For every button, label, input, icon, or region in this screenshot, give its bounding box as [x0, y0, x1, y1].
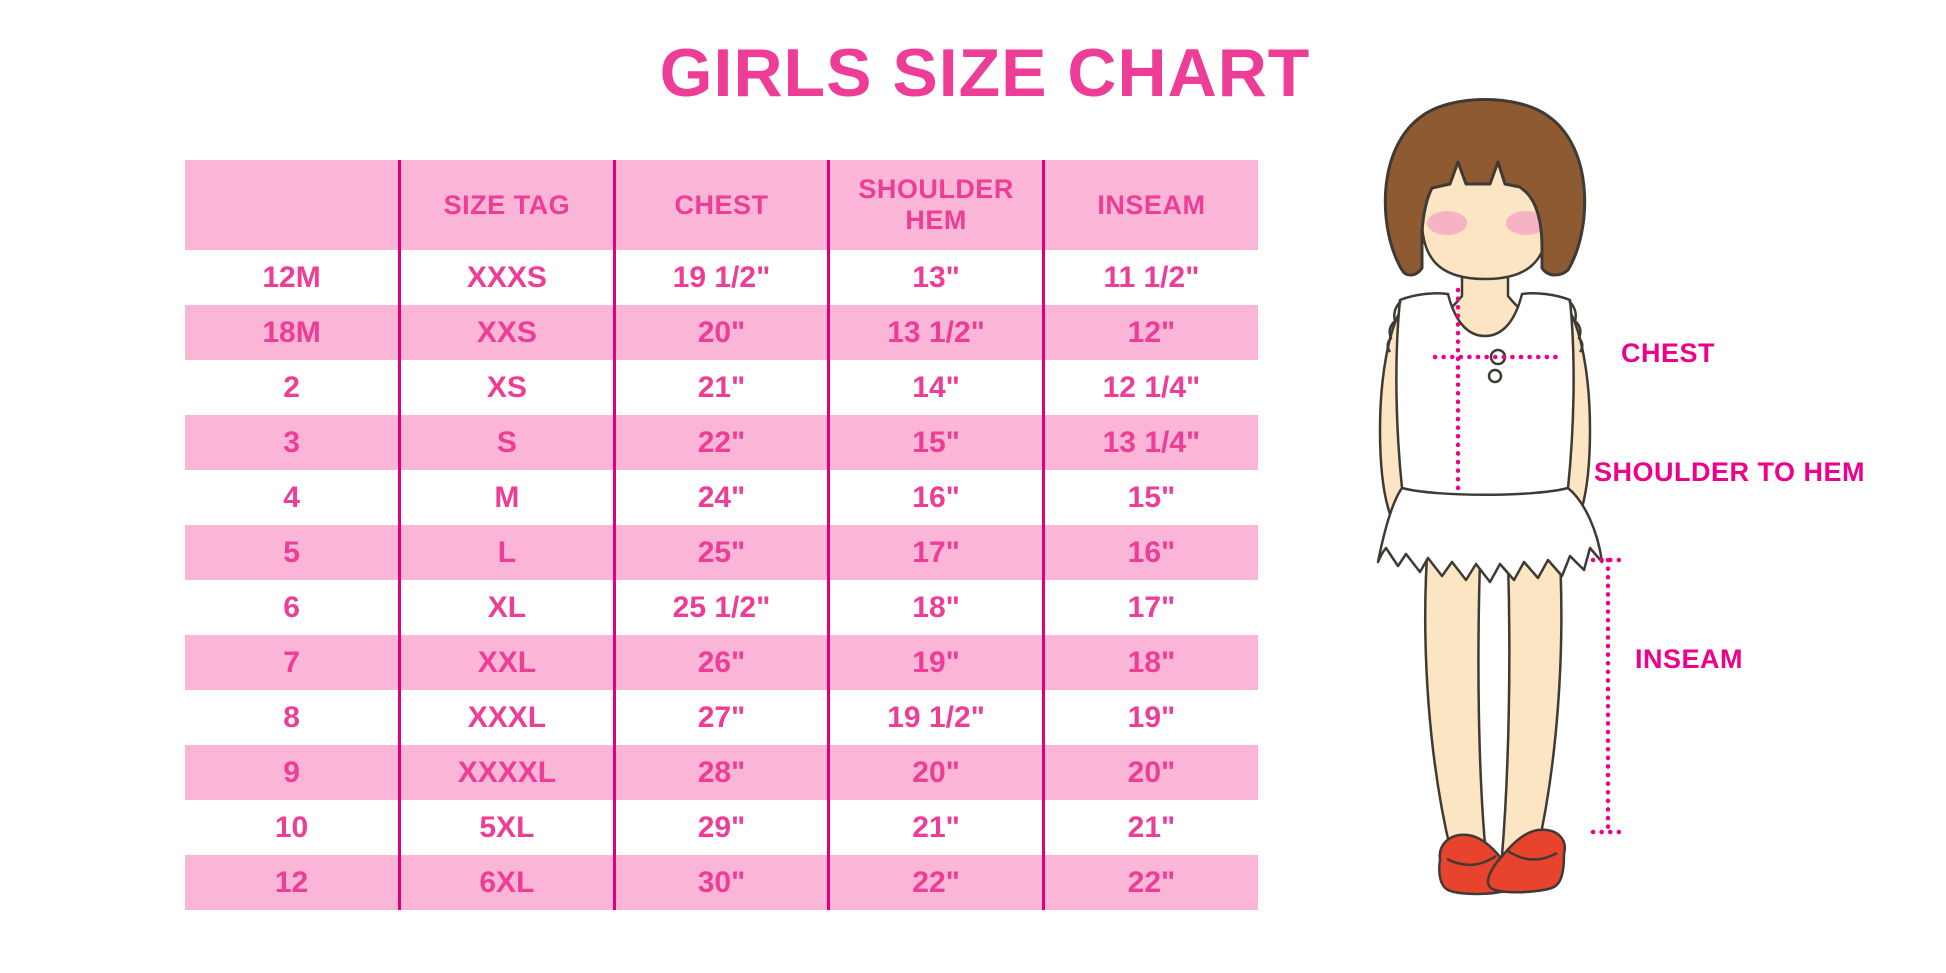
- table-cell: 27": [614, 690, 831, 745]
- table-cell: 11 1/2": [1043, 250, 1258, 305]
- table-cell: 25": [614, 525, 831, 580]
- table-cell: 12M: [185, 250, 402, 305]
- table-cell: XS: [399, 360, 616, 415]
- table-cell: XXXXL: [399, 745, 616, 800]
- table-cell: 29": [614, 800, 831, 855]
- waist-seam: [1401, 486, 1569, 496]
- table-cell: 5: [185, 525, 402, 580]
- girl-legs: [1424, 538, 1563, 858]
- table-cell: 22": [1043, 855, 1258, 910]
- table-cell: 7: [185, 635, 402, 690]
- chest-label: CHEST: [1621, 338, 1716, 368]
- table-row: 12M XXXS 19 1/2" 13" 11 1/2": [185, 250, 1258, 305]
- table-row: 10 5XL 29" 21" 21": [185, 800, 1258, 855]
- girl-shoes: [1438, 828, 1567, 896]
- blush-right: [1506, 211, 1546, 235]
- table-cell: 25 1/2": [614, 580, 831, 635]
- table-header-cell: INSEAM: [1043, 160, 1258, 250]
- table-row: 2 XS 21" 14" 12 1/4": [185, 360, 1258, 415]
- table-row: 18M XXS 20" 13 1/2" 12": [185, 305, 1258, 360]
- table-cell: 18M: [185, 305, 402, 360]
- table-cell: 22": [828, 855, 1045, 910]
- table-header-cell-empty: [185, 160, 402, 250]
- table-row: 7 XXL 26" 19" 18": [185, 635, 1258, 690]
- table-cell: 9: [185, 745, 402, 800]
- table-cell: 13": [828, 250, 1045, 305]
- table-row: 3 S 22" 15" 13 1/4": [185, 415, 1258, 470]
- table-row: 9 XXXXL 28" 20" 20": [185, 745, 1258, 800]
- table-cell: 26": [614, 635, 831, 690]
- table-cell: 21": [828, 800, 1045, 855]
- table-cell: 28": [614, 745, 831, 800]
- table-header-cell: CHEST: [614, 160, 831, 250]
- page-title: GIRLS SIZE CHART: [659, 35, 1311, 111]
- dress-button-bottom: [1487, 368, 1503, 384]
- inseam-label: INSEAM: [1635, 644, 1744, 674]
- table-cell: 12 1/4": [1043, 360, 1258, 415]
- table-cell: 13 1/4": [1043, 415, 1258, 470]
- table-cell: 13 1/2": [828, 305, 1045, 360]
- table-row: 5 L 25" 17" 16": [185, 525, 1258, 580]
- table-cell: 6XL: [399, 855, 616, 910]
- table-cell: 16": [1043, 525, 1258, 580]
- shoulder-to-hem-label: SHOULDER TO HEM: [1594, 457, 1866, 487]
- table-cell: XXXL: [399, 690, 616, 745]
- table-cell: 12: [185, 855, 402, 910]
- table-cell: 17": [1043, 580, 1258, 635]
- table-cell: 19": [828, 635, 1045, 690]
- table-cell: 8: [185, 690, 402, 745]
- shoe-strap-left: [1446, 854, 1497, 866]
- blush-left: [1427, 211, 1467, 235]
- table-cell: L: [399, 525, 616, 580]
- table-header-cell: SIZE TAG: [399, 160, 616, 250]
- table-cell: XXXS: [399, 250, 616, 305]
- measurement-dotted-lines: [1432, 287, 1626, 835]
- table-cell: M: [399, 470, 616, 525]
- table-cell: 4: [185, 470, 402, 525]
- size-chart-table: SIZE TAG CHEST SHOULDER HEM INSEAM 12M XXXS 1…: [185, 160, 1258, 910]
- table-cell: 19 1/2": [828, 690, 1045, 745]
- table-cell: 2: [185, 360, 402, 415]
- girl-dress: [1376, 292, 1604, 584]
- table-cell: XXL: [399, 635, 616, 690]
- table-cell: 22": [614, 415, 831, 470]
- table-cell: 3: [185, 415, 402, 470]
- table-row: 8 XXXL 27" 19 1/2" 19": [185, 690, 1258, 745]
- table-cell: 18": [828, 580, 1045, 635]
- table-cell: 20": [1043, 745, 1258, 800]
- girl-hair: [1383, 98, 1587, 277]
- table-cell: S: [399, 415, 616, 470]
- table-cell: 18": [1043, 635, 1258, 690]
- table-header-row: SIZE TAG CHEST SHOULDER HEM INSEAM: [185, 160, 1258, 250]
- table-cell: 24": [614, 470, 831, 525]
- table-cell: 19": [1043, 690, 1258, 745]
- table-cell: 20": [614, 305, 831, 360]
- shoulder-ruffle-left: [1386, 300, 1402, 353]
- shoe-strap-right: [1507, 849, 1558, 861]
- table-cell: 16": [828, 470, 1045, 525]
- table-cell: 6: [185, 580, 402, 635]
- table-cell: 15": [1043, 470, 1258, 525]
- table-cell: XXS: [399, 305, 616, 360]
- table-cell: 14": [828, 360, 1045, 415]
- table-cell: 5XL: [399, 800, 616, 855]
- table-cell: XL: [399, 580, 616, 635]
- table-row: 6 XL 25 1/2" 18" 17": [185, 580, 1258, 635]
- size-table-body: 12M XXXS 19 1/2" 13" 11 1/2" 18M XXS 20" 13 1/2"…: [185, 250, 1258, 910]
- table-row: 4 M 24" 16" 15": [185, 470, 1258, 525]
- girl-illustration: [1376, 98, 1626, 896]
- shoulder-ruffle-right: [1568, 300, 1584, 353]
- table-cell: 15": [828, 415, 1045, 470]
- table-cell: 12": [1043, 305, 1258, 360]
- table-header-cell: SHOULDER HEM: [828, 160, 1045, 250]
- table-cell: 21": [614, 360, 831, 415]
- table-cell: 17": [828, 525, 1045, 580]
- table-cell: 19 1/2": [614, 250, 831, 305]
- table-cell: 20": [828, 745, 1045, 800]
- table-cell: 30": [614, 855, 831, 910]
- table-row: 12 6XL 30" 22" 22": [185, 855, 1258, 910]
- table-cell: 21": [1043, 800, 1258, 855]
- table-cell: 10: [185, 800, 402, 855]
